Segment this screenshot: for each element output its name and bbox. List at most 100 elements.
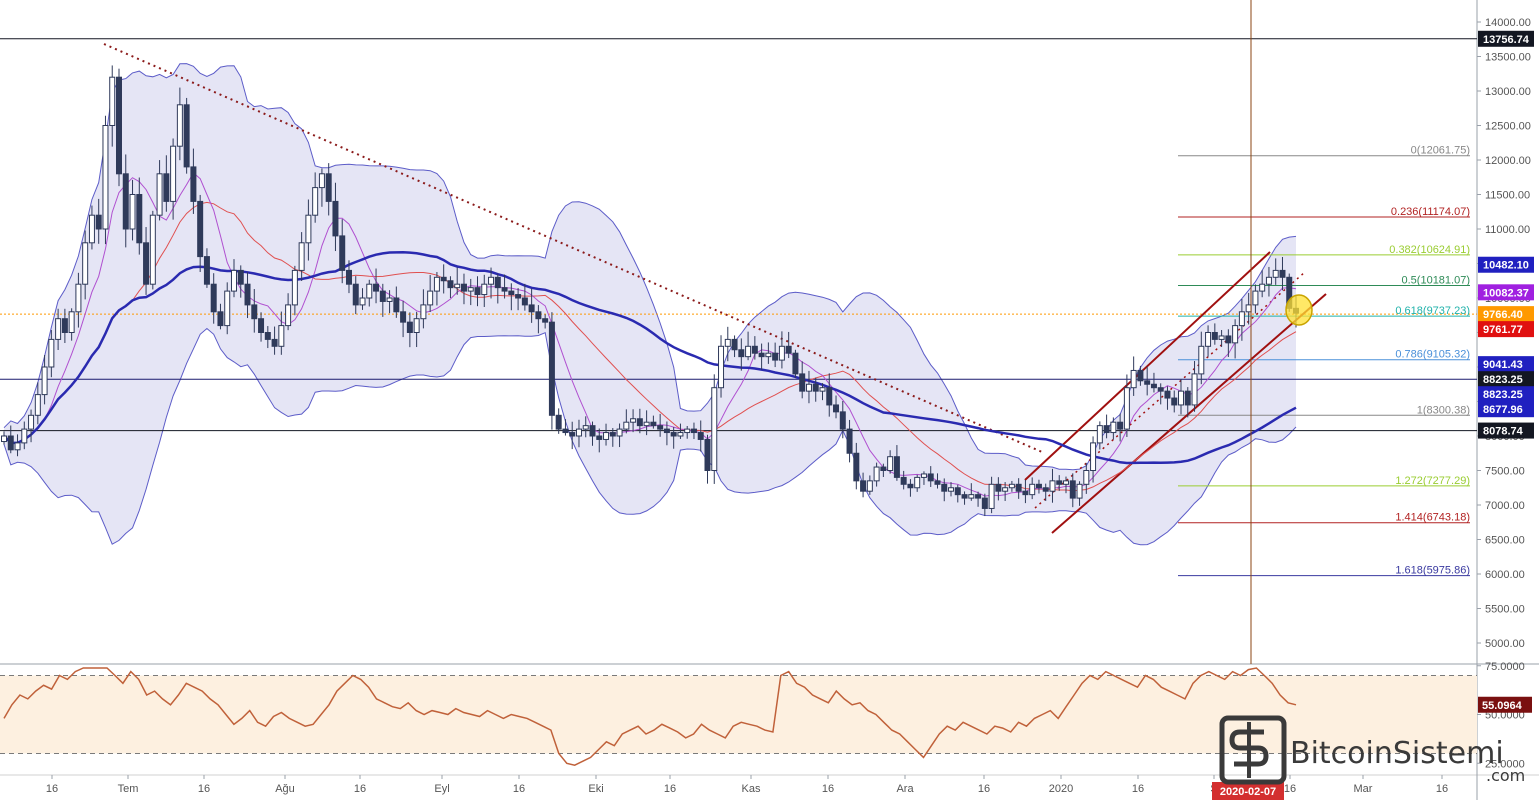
candle[interactable] [352,276,359,315]
candle[interactable] [799,361,806,399]
candle[interactable] [907,479,914,497]
candle[interactable] [1042,483,1049,502]
candle[interactable] [1008,480,1015,492]
candle[interactable] [893,445,900,481]
candle[interactable] [61,308,68,344]
candle[interactable] [400,300,407,338]
candle[interactable] [176,87,183,161]
descending-trendline[interactable] [103,43,1043,453]
candle[interactable] [1090,436,1097,483]
candle[interactable] [819,383,826,401]
candle[interactable] [460,273,467,305]
candle[interactable] [427,274,434,313]
candle[interactable] [41,355,48,405]
candle[interactable] [866,475,873,495]
candle[interactable] [1103,414,1110,439]
candle[interactable] [914,474,921,492]
candles[interactable] [1,65,1299,517]
candle[interactable] [143,227,150,295]
candle[interactable] [1117,413,1124,442]
candle[interactable] [1252,284,1259,314]
candle[interactable] [393,286,400,318]
candle[interactable] [677,423,684,439]
candle[interactable] [724,326,731,362]
candle[interactable] [1279,256,1286,291]
candle[interactable] [373,268,380,304]
candle[interactable] [887,450,894,474]
candle[interactable] [839,400,846,439]
candle[interactable] [548,312,555,430]
candle[interactable] [28,409,35,443]
candle[interactable] [447,276,454,299]
candle[interactable] [535,305,542,334]
candle[interactable] [690,422,697,440]
candle[interactable] [406,312,413,348]
candle[interactable] [332,182,339,252]
candle[interactable] [230,259,237,298]
candle[interactable] [48,330,55,378]
candle[interactable] [833,395,840,419]
candle[interactable] [170,138,177,220]
candle[interactable] [251,289,258,333]
candle[interactable] [95,198,102,244]
candle[interactable] [555,408,562,434]
candle[interactable] [82,230,89,300]
candle[interactable] [136,177,143,255]
candle[interactable] [751,336,758,360]
candle[interactable] [291,265,298,316]
candle[interactable] [880,463,887,477]
candle[interactable] [711,374,718,484]
candle[interactable] [636,408,643,434]
candle[interactable] [258,312,265,342]
time-axis[interactable]: 16Tem16Ağu16Eyl16Eki16Kas16Ara16202016Ş1… [46,775,1448,795]
candle[interactable] [515,288,522,311]
candle[interactable] [1191,361,1198,412]
candle[interactable] [413,311,420,348]
candle[interactable] [569,421,576,450]
candle[interactable] [1002,482,1009,501]
candle[interactable] [528,288,535,323]
candle[interactable] [1164,386,1171,410]
candle[interactable] [758,343,765,370]
candle[interactable] [129,179,136,241]
candle[interactable] [1225,329,1232,357]
candle[interactable] [1144,366,1151,396]
candle[interactable] [494,273,501,304]
candle[interactable] [203,248,210,288]
candle[interactable] [190,148,197,214]
candle[interactable] [596,428,603,453]
candle[interactable] [927,466,934,487]
candle[interactable] [582,416,589,438]
candle[interactable] [900,470,907,490]
candle[interactable] [488,267,495,299]
candle[interactable] [1265,266,1272,297]
candle[interactable] [603,423,610,446]
candle[interactable] [149,210,156,290]
candle[interactable] [1218,330,1225,347]
candle[interactable] [1238,298,1245,341]
candle[interactable] [68,308,75,341]
candle[interactable] [21,421,28,450]
candle[interactable] [995,477,1002,501]
candle[interactable] [623,409,630,434]
candle[interactable] [156,160,163,221]
candle[interactable] [934,473,941,489]
candle[interactable] [1150,372,1157,393]
candle[interactable] [115,68,122,187]
candle[interactable] [941,478,948,502]
candle[interactable] [1076,481,1083,506]
candle[interactable] [772,342,779,368]
candle[interactable] [454,267,461,295]
candle[interactable] [542,314,549,329]
candle[interactable] [853,442,860,490]
candle[interactable] [650,415,657,429]
candle[interactable] [846,419,853,463]
candle[interactable] [102,115,109,245]
candle[interactable] [616,423,623,448]
candle[interactable] [1015,478,1022,499]
candle[interactable] [298,232,305,281]
candle[interactable] [1137,365,1144,386]
candle[interactable] [704,434,711,484]
candle[interactable] [163,155,170,212]
candle[interactable] [7,425,14,454]
